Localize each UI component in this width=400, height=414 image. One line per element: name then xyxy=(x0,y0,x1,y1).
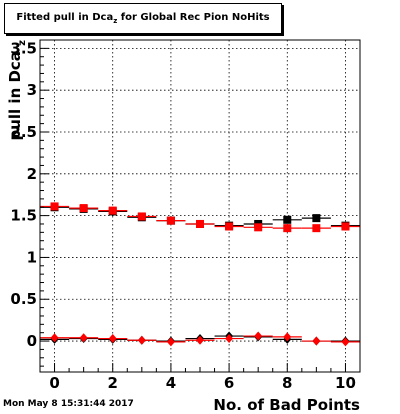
ticks-layer xyxy=(39,47,361,372)
data-point-square xyxy=(137,212,146,221)
tick-labels-layer: 0 2 4 6 8 10 0 0.5 1 1.5 2 2.5 3 3.5 xyxy=(10,39,355,392)
x-tick-label: 0 xyxy=(49,374,59,392)
data-point-square xyxy=(79,204,88,213)
data-point-diamond xyxy=(225,334,234,344)
x-tick-label: 6 xyxy=(224,374,234,392)
data-point-square xyxy=(50,202,59,211)
x-axis-title: No. of Bad Points xyxy=(213,396,360,414)
data-point-square xyxy=(341,222,350,231)
x-tick-label: 2 xyxy=(108,374,118,392)
data-point-square xyxy=(312,224,321,233)
x-tick-label: 10 xyxy=(335,374,356,392)
y-tick-label: 3.5 xyxy=(10,39,37,57)
chart-title: Fitted pull in Dcaz for Global Rec Pion … xyxy=(5,12,281,25)
data-point-diamond xyxy=(283,332,292,342)
markers-layer xyxy=(50,202,350,347)
y-axis-title: pull in Dca z xyxy=(6,40,28,141)
chart-title-suffix: for Global Rec Pion NoHits xyxy=(117,12,270,23)
data-point-diamond xyxy=(196,335,204,345)
data-point-square xyxy=(254,223,263,232)
data-point-diamond xyxy=(254,331,263,341)
data-point-diamond xyxy=(312,336,321,346)
y-tick-label: 0.5 xyxy=(10,290,37,308)
data-point-diamond xyxy=(137,335,146,345)
data-point-square xyxy=(283,215,292,224)
data-point-square xyxy=(283,224,292,233)
chart-title-prefix: Fitted pull in Dca xyxy=(16,12,114,23)
y-tick-label: 2 xyxy=(27,165,37,183)
chart-title-box: Fitted pull in Dcaz for Global Rec Pion … xyxy=(4,3,282,34)
y-tick-label: 2.5 xyxy=(10,123,37,141)
data-point-square xyxy=(225,222,234,231)
data-point-diamond xyxy=(79,333,88,343)
data-point-diamond xyxy=(341,337,350,347)
data-point-square xyxy=(312,214,321,223)
data-point-diamond xyxy=(50,333,59,343)
data-point-diamond xyxy=(108,334,117,344)
chart-title-subscript: z xyxy=(113,17,118,25)
y-axis-title-main: pull in Dca xyxy=(6,51,24,140)
x-tick-label: 4 xyxy=(166,374,176,392)
data-point-square xyxy=(166,216,175,225)
timestamp: Mon May 8 15:31:44 2017 xyxy=(3,399,134,409)
y-tick-label: 0 xyxy=(27,332,37,350)
fit-lines-layer xyxy=(40,205,360,343)
y-axis-title-subscript: z xyxy=(17,40,28,46)
y-tick-label: 3 xyxy=(27,81,37,99)
y-tick-label: 1 xyxy=(27,248,37,266)
grid-layer xyxy=(40,40,360,372)
y-tick-label: 1.5 xyxy=(10,207,37,225)
x-tick-label: 8 xyxy=(282,374,292,392)
data-point-diamond xyxy=(166,337,175,347)
data-point-square xyxy=(196,219,204,228)
data-point-square xyxy=(108,206,117,215)
